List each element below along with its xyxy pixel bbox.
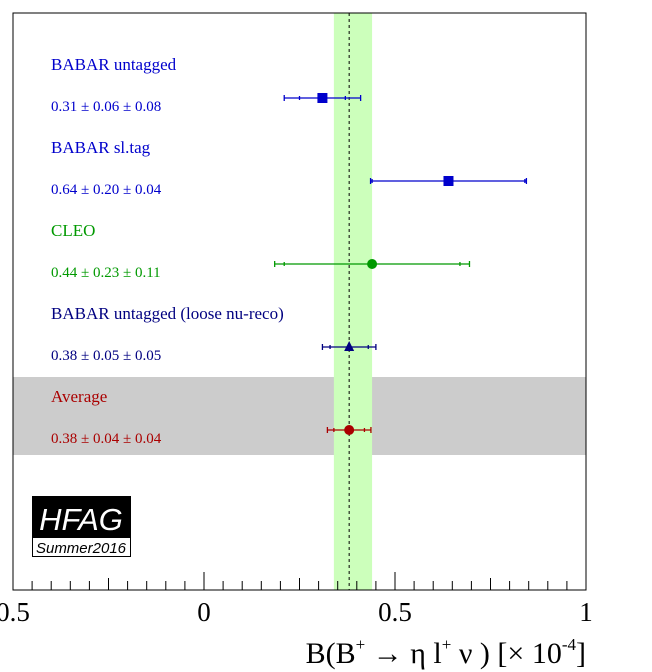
measurement-label: CLEO (51, 221, 95, 240)
measurement-value-text: 0.31 ± 0.06 ± 0.08 (51, 99, 161, 115)
measurement-value-text: 0.38 ± 0.04 ± 0.04 (51, 431, 162, 447)
hfag-logo-subtitle-box (33, 538, 130, 556)
measurement-value-text: 0.38 ± 0.05 ± 0.05 (51, 348, 161, 364)
measurement-rows: BABAR untagged 0.31 ± 0.06 ± 0.08 BABAR sl… (51, 55, 528, 447)
hfag-logo-title: HFAG (39, 502, 123, 537)
tick-label: 1 (579, 597, 593, 627)
data-point-circle (367, 259, 378, 269)
measurement-label: BABAR untagged (loose nu-reco) (51, 304, 284, 323)
x-axis-label-suffix: ] (576, 637, 586, 670)
data-point-triangle (344, 341, 355, 351)
x-axis-ticks (31, 572, 568, 590)
tick-label: 0.5 (378, 597, 412, 627)
x-axis-label: B(B+ → η l+ ν ) [× 10-4] (306, 635, 586, 670)
x-axis-tick-labels: 0.5 0 0.5 1 (0, 597, 593, 627)
measurement-row: CLEO 0.44 ± 0.23 ± 0.11 (51, 221, 471, 281)
x-axis-label-sup3: -4 (562, 635, 577, 654)
x-axis-label-sup1: + (356, 635, 366, 654)
measurement-label: BABAR untagged (51, 55, 177, 74)
data-point-square (317, 93, 328, 103)
tick-label: 0 (197, 597, 211, 627)
x-axis-label-prefix: B(B (306, 637, 356, 670)
measurement-label: Average (51, 387, 107, 406)
x-axis-label-sup2: + (442, 635, 452, 654)
tick-label: 0.5 (0, 597, 30, 627)
average-row-band (13, 377, 586, 455)
data-point-square (443, 176, 454, 186)
x-axis-label-arrow: → η l (365, 637, 442, 670)
data-point-circle (344, 425, 355, 435)
x-axis-label-nu: ν ) [× 10 (451, 637, 561, 670)
hfag-logo-subtitle: Summer2016 (36, 540, 127, 557)
average-error-band (333, 13, 373, 590)
measurement-row: Average 0.38 ± 0.04 ± 0.04 (51, 387, 372, 447)
measurement-value-text: 0.64 ± 0.20 ± 0.04 (51, 182, 162, 198)
measurement-row: BABAR untagged (loose nu-reco) 0.38 ± 0.0… (51, 304, 377, 364)
hfag-logo: HFAG Summer2016 (32, 496, 131, 557)
measurement-value-text: 0.44 ± 0.23 ± 0.11 (51, 265, 161, 281)
measurement-row: BABAR untagged 0.31 ± 0.06 ± 0.08 (51, 55, 362, 115)
measurement-label: BABAR sl.tag (51, 138, 151, 157)
measurement-row: BABAR sl.tag 0.64 ± 0.20 ± 0.04 (51, 138, 528, 198)
